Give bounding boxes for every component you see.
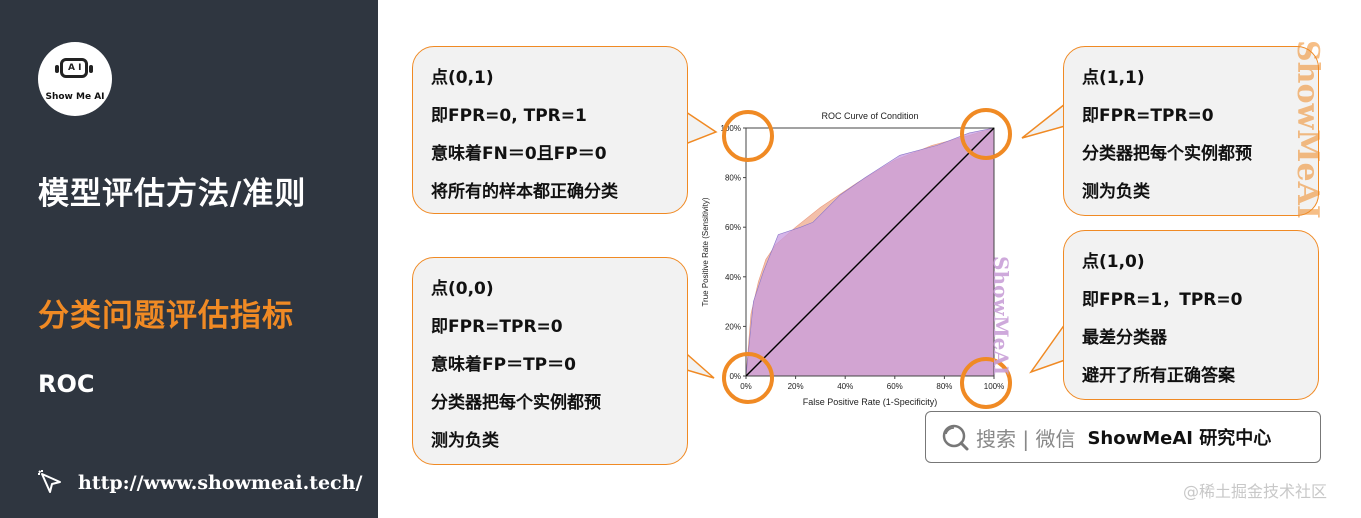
corner-watermark: ShowMeAI	[1290, 40, 1325, 219]
bubble-tail-bottom-left	[680, 347, 715, 379]
y-tick-label: 40%	[725, 273, 741, 282]
bubble-point-1-0: 点(1,0) 即FPR=1，TPR=0 最差分类器 避开了所有正确答案	[1063, 230, 1319, 400]
y-tick-label: 20%	[725, 322, 741, 331]
bubble-point-0-1: 点(0,1) 即FPR=0, TPR=1 意味着FN＝0且FP＝0 将所有的样本…	[412, 46, 688, 214]
bubble-line: 点(0,1)	[431, 68, 494, 88]
chance-diagonal-line	[745, 127, 995, 377]
bubble-line: 即FPR=1，TPR=0	[1082, 290, 1243, 310]
x-tick-label: 60%	[887, 382, 903, 391]
bubble-line: 点(0,0)	[431, 279, 494, 299]
bubble-tail-bottom-right	[1029, 323, 1066, 374]
y-tick-label: 80%	[725, 174, 741, 183]
website-url[interactable]: http://www.showmeai.tech/	[78, 472, 363, 494]
bubble-tail-top-right	[1021, 103, 1066, 139]
bubble-line: 测为负类	[431, 431, 499, 451]
corner-marker-1-0	[960, 357, 1012, 409]
corner-marker-0-0	[722, 352, 774, 404]
x-tick-label: 20%	[788, 382, 804, 391]
source-credit: @稀土掘金技术社区	[1183, 482, 1328, 501]
search-placeholder: 搜索 | 微信	[976, 426, 1076, 451]
x-tick-label: 80%	[936, 382, 952, 391]
bubble-line: 将所有的样本都正确分类	[431, 182, 618, 202]
bubble-point-0-0: 点(0,0) 即FPR=TPR=0 意味着FP＝TP＝0 分类器把每个实例都预 …	[412, 257, 688, 465]
robot-face-icon: A I	[55, 58, 93, 78]
bubble-line: 即FPR=TPR=0	[431, 317, 563, 337]
showmeai-logo[interactable]: A I Show Me AI	[38, 42, 112, 116]
search-brand: ShowMeAI 研究中心	[1087, 428, 1272, 449]
bubble-line: 分类器把每个实例都预	[1082, 144, 1252, 164]
bubble-line: 最差分类器	[1082, 328, 1167, 348]
sidebar: A I Show Me AI 模型评估方法/准则 分类问题评估指标 ROC ht…	[0, 0, 378, 518]
search-icon	[942, 424, 969, 451]
logo-text: Show Me AI	[45, 92, 105, 102]
bubble-line: 避开了所有正确答案	[1082, 366, 1235, 386]
bubble-line: 意味着FN＝0且FP＝0	[431, 144, 607, 164]
y-axis-label: True Positive Rate (Sensitivity)	[701, 197, 710, 306]
bubble-line: 点(1,0)	[1082, 252, 1145, 272]
topic-label: ROC	[38, 370, 95, 398]
chart-title: ROC Curve of Condition	[821, 111, 918, 121]
chart-watermark: ShowMeAI	[989, 256, 1013, 376]
x-tick-label: 40%	[837, 382, 853, 391]
logo-face-text: A I	[68, 63, 82, 73]
bubble-point-1-1: 点(1,1) 即FPR=TPR=0 分类器把每个实例都预 测为负类	[1063, 46, 1319, 216]
page-subtitle: 分类问题评估指标	[38, 298, 294, 334]
plot-frame	[745, 127, 995, 377]
bubble-line: 意味着FP＝TP＝0	[431, 355, 576, 375]
cursor-click-icon	[38, 470, 61, 493]
bubble-tail-top-left	[680, 107, 718, 147]
bubble-line: 点(1,1)	[1082, 68, 1145, 88]
page-title: 模型评估方法/准则	[38, 176, 307, 212]
bubble-line: 即FPR=TPR=0	[1082, 106, 1214, 126]
bubble-line: 分类器把每个实例都预	[431, 393, 601, 413]
website-link[interactable]: http://www.showmeai.tech/	[36, 468, 362, 498]
x-axis-label: False Positive Rate (1-Specificity)	[803, 397, 938, 407]
corner-marker-0-1	[722, 110, 774, 162]
y-tick-label: 60%	[725, 223, 741, 232]
corner-marker-1-1	[960, 108, 1012, 160]
bubble-line: 即FPR=0, TPR=1	[431, 106, 587, 126]
roc-chart: ROC Curve of Condition 0% 20% 40% 60% 80% 100…	[701, 111, 1004, 407]
bubble-line: 测为负类	[1082, 182, 1150, 202]
wechat-search-banner[interactable]: 搜索 | 微信 ShowMeAI 研究中心	[925, 411, 1321, 463]
